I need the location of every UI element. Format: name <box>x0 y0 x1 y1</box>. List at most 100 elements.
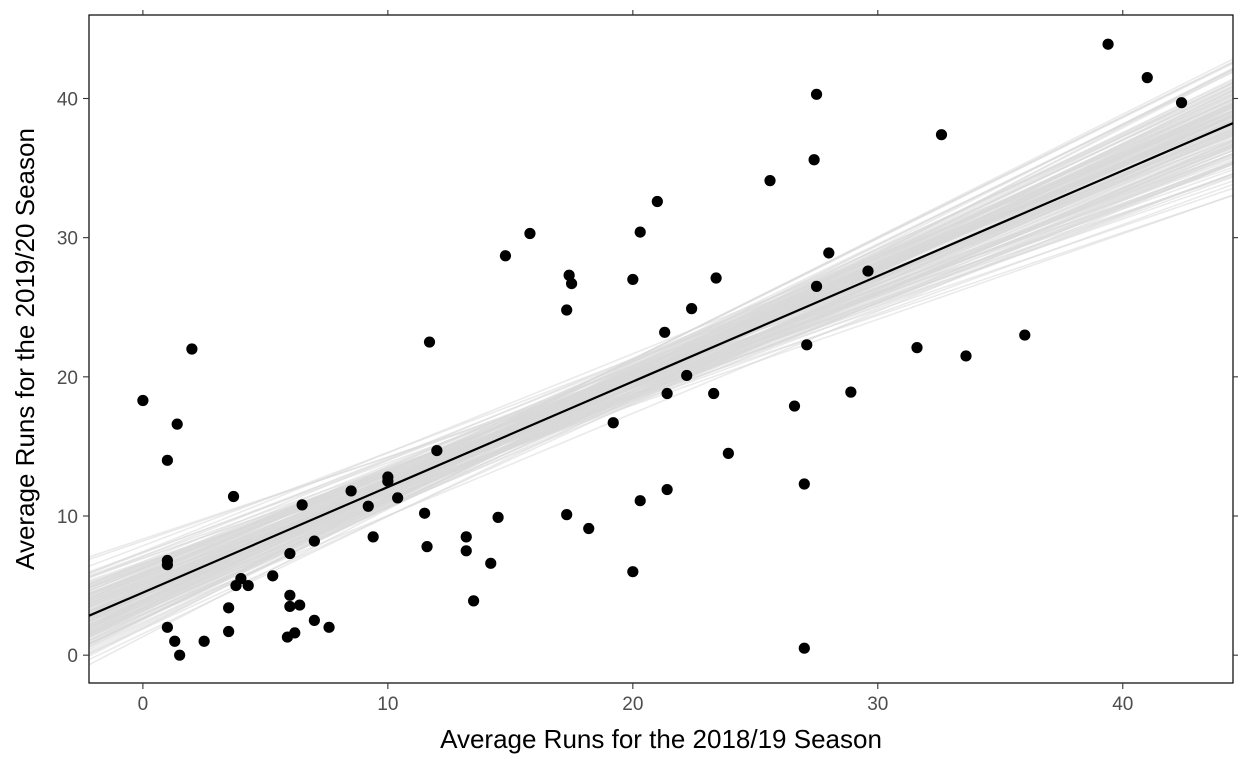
data-point <box>289 627 301 639</box>
data-point <box>294 599 306 611</box>
data-point <box>627 273 639 286</box>
y-axis-title: Average Runs for the 2019/20 Season <box>10 128 40 570</box>
y-tick-label: 20 <box>57 368 78 389</box>
data-point <box>801 339 813 351</box>
x-tick-label: 10 <box>377 694 398 715</box>
data-point <box>161 559 173 571</box>
data-point <box>169 635 181 647</box>
posterior-line <box>89 116 1233 609</box>
data-point <box>583 522 595 535</box>
data-point <box>227 490 240 503</box>
x-tick-label: 20 <box>622 694 643 715</box>
data-point <box>686 303 698 315</box>
data-point <box>308 614 320 626</box>
data-point <box>651 195 663 208</box>
data-point <box>362 500 374 512</box>
data-point <box>499 250 512 262</box>
data-point <box>681 369 693 382</box>
data-point <box>174 649 186 661</box>
data-point <box>296 499 308 511</box>
data-point <box>431 444 443 457</box>
data-point <box>485 557 497 569</box>
data-point <box>722 447 734 459</box>
x-tick-label: 30 <box>867 694 888 715</box>
data-point <box>492 511 504 523</box>
data-point <box>223 602 235 614</box>
data-point <box>659 326 671 338</box>
data-point <box>710 272 722 284</box>
data-point <box>367 531 379 543</box>
data-point <box>186 343 198 355</box>
data-point <box>808 154 820 166</box>
posterior-line <box>89 104 1233 615</box>
y-tick-label: 40 <box>57 90 78 111</box>
data-point <box>460 545 472 557</box>
data-point <box>1175 97 1188 109</box>
data-point <box>161 621 173 633</box>
data-point <box>798 478 810 490</box>
data-point <box>524 227 536 240</box>
data-point <box>798 642 810 654</box>
data-point <box>788 400 801 412</box>
x-tick-label: 40 <box>1112 694 1133 715</box>
data-point <box>661 483 673 496</box>
data-point <box>561 509 573 521</box>
data-points <box>137 38 1188 661</box>
data-point <box>810 88 823 100</box>
data-point <box>862 265 874 277</box>
data-point <box>1141 72 1153 84</box>
fit-line-group <box>89 122 1233 617</box>
data-point <box>345 485 357 497</box>
posterior-line <box>89 173 1233 599</box>
x-axis-ticks: 0 10 20 30 40 <box>138 10 1133 715</box>
data-point <box>845 386 857 398</box>
data-point <box>810 280 823 292</box>
data-point <box>467 595 480 607</box>
data-point <box>284 589 296 601</box>
data-point <box>419 507 431 519</box>
data-point <box>935 129 948 141</box>
data-point <box>634 495 646 507</box>
data-point <box>423 336 436 348</box>
data-point <box>382 475 394 487</box>
data-point <box>242 579 254 592</box>
data-point <box>1102 38 1114 50</box>
data-point <box>627 566 639 578</box>
y-tick-label: 10 <box>57 507 78 528</box>
data-point <box>235 573 247 585</box>
data-point <box>421 541 433 553</box>
data-point <box>708 387 720 400</box>
data-point <box>392 492 404 504</box>
posterior-line <box>89 140 1233 629</box>
data-point <box>223 625 235 638</box>
fit-line <box>89 122 1233 617</box>
data-point <box>911 342 923 354</box>
data-point <box>198 635 210 647</box>
data-point <box>960 350 972 362</box>
y-tick-label: 30 <box>57 229 78 250</box>
data-point <box>561 304 573 316</box>
y-tick-label: 0 <box>67 646 78 667</box>
x-axis-title: Average Runs for the 2018/19 Season <box>440 724 882 754</box>
data-point <box>607 417 619 429</box>
data-point <box>634 226 646 238</box>
data-point <box>267 570 279 582</box>
data-point <box>1019 329 1031 341</box>
data-point <box>171 418 183 430</box>
posterior-line <box>89 142 1233 624</box>
plot-frame <box>88 14 1234 684</box>
data-point <box>284 547 296 560</box>
x-tick-label: 0 <box>138 694 149 715</box>
y-axis-ticks: 0 10 20 30 40 <box>57 90 1238 667</box>
data-point <box>323 621 335 633</box>
data-point <box>661 387 673 400</box>
data-point <box>137 394 149 407</box>
posterior-line <box>89 194 1233 583</box>
posterior-line <box>89 162 1233 613</box>
data-point <box>823 247 835 259</box>
data-point <box>284 600 296 613</box>
data-point <box>460 531 472 543</box>
data-point <box>764 175 776 187</box>
data-point <box>308 535 320 547</box>
